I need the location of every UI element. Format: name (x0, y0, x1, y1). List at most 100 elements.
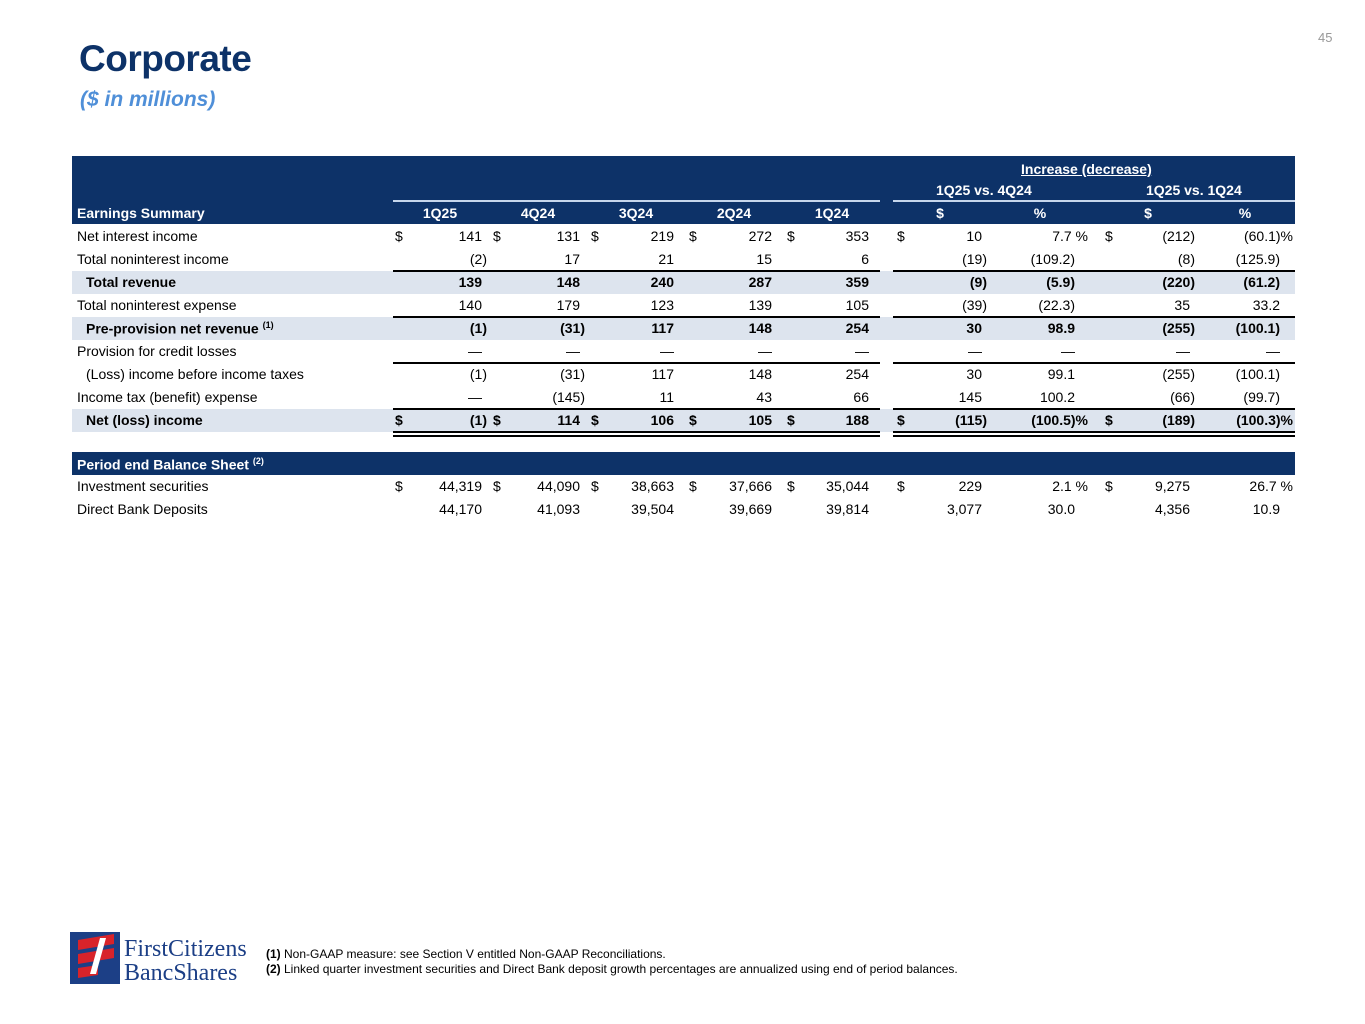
column-header: % (1033, 205, 1047, 221)
value-cell: 141 (458, 228, 482, 244)
table-row: Investment securities 44,319 $44,090 $38,66… (72, 475, 1295, 498)
value-cell: (145) (552, 389, 585, 405)
dollar-sign: $ (787, 412, 795, 428)
value-cell: — (1061, 343, 1075, 359)
row-label-text: Income tax (benefit) expense (77, 389, 258, 405)
page-number: 45 (1318, 30, 1333, 45)
compare-header-1: 1Q25 vs. 4Q24 (936, 182, 1032, 198)
value-cell: (115) (955, 412, 987, 428)
value-cell: 44,170 (439, 501, 482, 517)
value-cell: 3,077 (946, 501, 982, 517)
row-rule (893, 270, 1295, 272)
value-cell: 44,319 (439, 478, 482, 494)
value-cell: (66) (1170, 389, 1195, 405)
dollar-sign: $ (787, 478, 795, 494)
column-header: 2Q24 (716, 205, 752, 221)
value-cell: (31) (560, 320, 585, 336)
value-cell: (19) (962, 251, 987, 267)
value-cell: 179 (556, 297, 580, 313)
dollar-sign: $ (591, 412, 599, 428)
dollar-sign: $ (493, 228, 501, 244)
value-cell: (60.1)% (1243, 228, 1293, 244)
column-header: $ (936, 205, 944, 221)
row-label: Total revenue (86, 274, 176, 290)
value-cell: (31) (560, 366, 585, 382)
value-cell: (1) (469, 320, 487, 336)
value-cell: 123 (650, 297, 674, 313)
value-cell: (212) (1162, 228, 1195, 244)
row-label: Provision for credit losses (77, 343, 237, 359)
dollar-sign: $ (591, 478, 599, 494)
table-row: Net interest income 141 $131 $219 $272 $353 $1… (72, 225, 1295, 248)
value-cell: 106 (650, 412, 674, 428)
footnote-marker: (1) (262, 320, 274, 330)
value-cell: 7.7 % (1052, 228, 1088, 244)
value-cell: 140 (458, 297, 482, 313)
column-header: 1Q25 (422, 205, 458, 221)
value-cell: (8) (1177, 251, 1195, 267)
row-label-text: Total noninterest expense (77, 297, 237, 313)
row-label-text: Net interest income (77, 228, 198, 244)
row-label: Income tax (benefit) expense (77, 389, 258, 405)
row-rule (893, 408, 1295, 410)
value-cell: 353 (845, 228, 869, 244)
value-cell: 66 (853, 389, 869, 405)
value-cell: (5.9) (1046, 274, 1075, 290)
svg-text:BancShares: BancShares (124, 960, 237, 986)
value-cell: — (468, 343, 482, 359)
column-header: 4Q24 (520, 205, 556, 221)
value-cell: 30 (966, 320, 982, 336)
increase-decrease-header: Increase (decrease) (1021, 161, 1152, 177)
table-row: Direct Bank Deposits 44,170 41,093 39,504 39… (72, 498, 1295, 521)
footnote-1: (1) Non-GAAP measure: see Section V enti… (266, 947, 666, 961)
value-cell: 21 (658, 251, 674, 267)
header-divider (893, 200, 1295, 202)
table-row: Total noninterest income (2) 17 21 15 6 (19) (1… (72, 248, 1295, 271)
table-row: (Loss) income before income taxes (1) (31)… (72, 362, 1295, 386)
value-cell: 100.2 (1039, 389, 1075, 405)
row-rule (893, 362, 1295, 364)
row-rule (393, 316, 880, 318)
balance-sheet-band (72, 452, 1295, 475)
value-cell: 37,666 (729, 478, 772, 494)
value-cell: 10 (966, 228, 982, 244)
value-cell: 117 (651, 366, 674, 382)
value-cell: 39,504 (631, 501, 674, 517)
row-rule (393, 408, 880, 410)
first-citizens-logo: FirstCitizens BancShares (70, 930, 250, 991)
row-label: (Loss) income before income taxes (86, 366, 304, 382)
value-cell: 145 (958, 389, 982, 405)
value-cell: (2) (469, 251, 487, 267)
value-cell: (255) (1162, 320, 1195, 336)
value-cell: 26.7 % (1249, 478, 1293, 494)
value-cell: 229 (958, 478, 982, 494)
column-header: % (1238, 205, 1252, 221)
value-cell: 39,814 (826, 501, 869, 517)
row-label: Net (loss) income (86, 412, 203, 428)
value-cell: 41,093 (537, 501, 580, 517)
dollar-sign: $ (591, 228, 599, 244)
value-cell: 287 (748, 274, 772, 290)
row-label-text: Investment securities (77, 478, 209, 494)
value-cell: 188 (845, 412, 869, 428)
row-label: Net interest income (77, 228, 198, 244)
dollar-sign: $ (493, 478, 501, 494)
row-label-text: Direct Bank Deposits (77, 501, 208, 517)
value-cell: (99.7) (1243, 389, 1280, 405)
value-cell: 39,669 (729, 501, 772, 517)
table-header-band (72, 156, 1295, 224)
value-cell: 359 (845, 274, 869, 290)
value-cell: 38,663 (631, 478, 674, 494)
value-cell: 148 (748, 320, 772, 336)
dollar-sign: $ (395, 478, 403, 494)
value-cell: (189) (1162, 412, 1195, 428)
dollar-sign: $ (1105, 478, 1113, 494)
column-header: $ (1144, 205, 1152, 221)
compare-header-2: 1Q25 vs. 1Q24 (1146, 182, 1242, 198)
dollar-sign: $ (1105, 228, 1113, 244)
row-rule (393, 362, 880, 364)
value-cell: 17 (564, 251, 580, 267)
value-cell: — (1176, 343, 1190, 359)
table-row: Pre-provision net revenue (1) (1) (31) 117 1… (72, 316, 1295, 340)
